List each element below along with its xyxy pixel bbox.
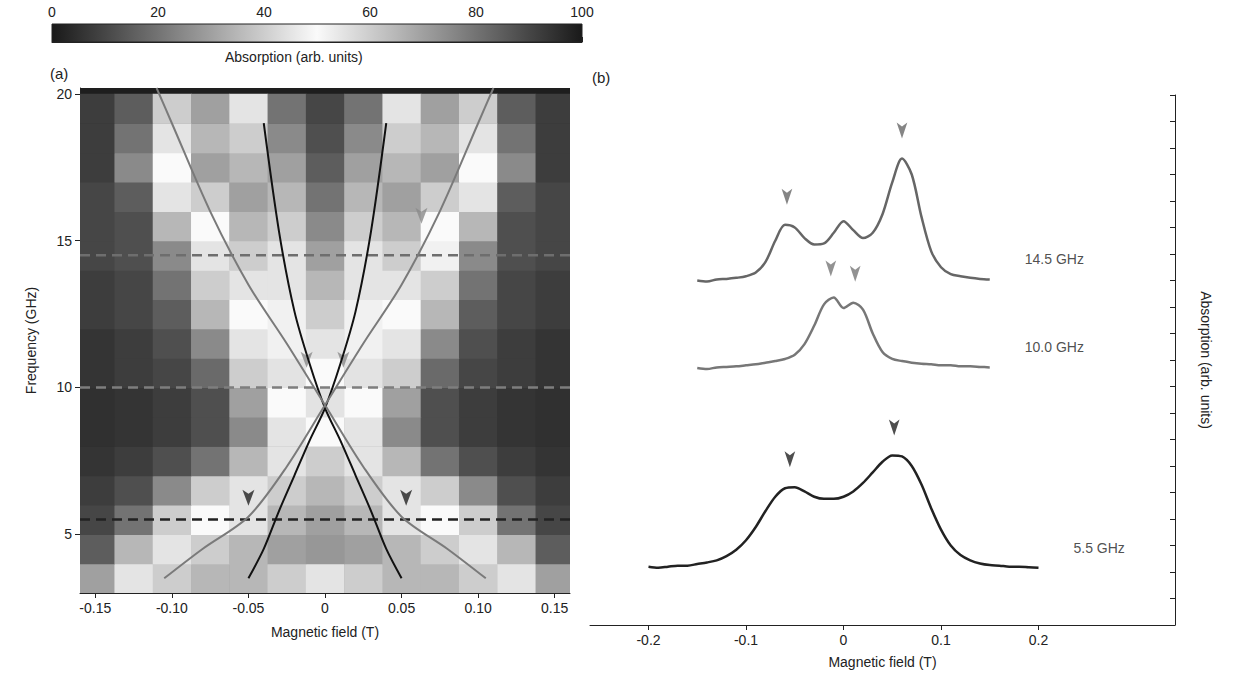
- svg-text:40: 40: [256, 4, 272, 20]
- svg-text:0.2: 0.2: [1029, 632, 1049, 648]
- svg-text:-0.2: -0.2: [636, 632, 660, 648]
- svg-text:5.5 GHz: 5.5 GHz: [1074, 540, 1125, 556]
- svg-text:0: 0: [840, 632, 848, 648]
- svg-text:Absorption (arb. units): Absorption (arb. units): [1198, 291, 1214, 429]
- svg-text:Frequency (GHz): Frequency (GHz): [23, 287, 39, 394]
- svg-text:-0.15: -0.15: [79, 600, 111, 616]
- svg-text:0.15: 0.15: [541, 600, 568, 616]
- svg-text:Magnetic field (T): Magnetic field (T): [828, 654, 936, 670]
- svg-text:(a): (a): [50, 65, 68, 82]
- svg-text:100: 100: [570, 4, 594, 20]
- svg-text:80: 80: [468, 4, 484, 20]
- svg-text:0.1: 0.1: [931, 632, 951, 648]
- svg-text:(b): (b): [592, 69, 610, 86]
- svg-text:0.10: 0.10: [465, 600, 492, 616]
- svg-text:-0.1: -0.1: [734, 632, 758, 648]
- svg-text:10: 10: [56, 379, 72, 395]
- svg-text:-0.10: -0.10: [156, 600, 188, 616]
- svg-text:Magnetic field (T): Magnetic field (T): [271, 624, 379, 640]
- svg-text:Absorption (arb. units): Absorption (arb. units): [225, 49, 363, 65]
- svg-text:0.05: 0.05: [388, 600, 415, 616]
- svg-text:20: 20: [150, 4, 166, 20]
- svg-text:15: 15: [56, 233, 72, 249]
- svg-text:10.0 GHz: 10.0 GHz: [1025, 339, 1084, 355]
- svg-text:0: 0: [48, 4, 56, 20]
- svg-text:14.5 GHz: 14.5 GHz: [1025, 251, 1084, 267]
- svg-text:60: 60: [362, 4, 378, 20]
- svg-text:20: 20: [56, 86, 72, 102]
- svg-text:0: 0: [321, 600, 329, 616]
- svg-text:5: 5: [64, 526, 72, 542]
- svg-text:-0.05: -0.05: [232, 600, 264, 616]
